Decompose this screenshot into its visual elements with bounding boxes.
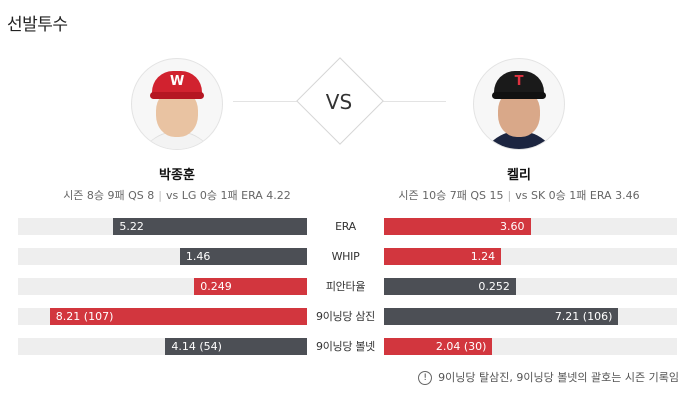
stats-divider: | [507, 189, 512, 202]
cap-brim-shape [492, 92, 546, 99]
vs-stats: vs SK 0승 1패 ERA 3.46 [515, 189, 640, 202]
left-value: 8.21 (107) [55, 310, 114, 323]
footnote-text: 9이닝당 탈삼진, 9이닝당 볼넷의 괄호는 시즌 기록임 [438, 371, 679, 384]
player-name-right[interactable]: 켈리 [507, 168, 531, 183]
footnote: ! 9이닝당 탈삼진, 9이닝당 볼넷의 괄호는 시즌 기록임 [418, 369, 679, 385]
right-bar: 2.04 (30) [384, 338, 493, 355]
right-bar: 0.252 [384, 278, 516, 295]
cap-logo-icon: W [170, 74, 185, 89]
player-name-left[interactable]: 박종훈 [159, 168, 195, 183]
comparison-row-whip: 1.46 WHIP 1.24 [18, 248, 677, 265]
stat-label: 9이닝당 볼넷 [316, 340, 375, 353]
comparison-row-era: 5.22 ERA 3.60 [18, 218, 677, 235]
left-bar: 5.22 [113, 218, 307, 235]
cap-brim-shape [150, 92, 204, 99]
vs-divider-left [233, 101, 299, 102]
left-bar-track: 8.21 (107) [18, 308, 307, 325]
left-value: 4.14 (54) [171, 340, 222, 353]
stat-label: 피안타율 [325, 280, 366, 293]
left-bar: 4.14 (54) [165, 338, 307, 355]
vs-divider-right [380, 101, 446, 102]
stats-divider: | [158, 189, 163, 202]
right-value: 7.21 (106) [554, 310, 613, 323]
left-bar-track: 1.46 [18, 248, 307, 265]
left-value: 5.22 [119, 220, 144, 233]
vs-label: VS [325, 90, 353, 114]
left-bar: 8.21 (107) [49, 308, 307, 325]
comparison-row-bb9: 4.14 (54) 9이닝당 볼넷 2.04 (30) [18, 338, 677, 355]
left-bar-track: 0.249 [18, 278, 307, 295]
right-bar-track: 1.24 [384, 248, 677, 265]
player-card-right[interactable]: T 켈리 시즌 10승 7패 QS 15 | vs SK 0승 1패 ERA 3.4… [389, 58, 649, 203]
stat-label: ERA [335, 220, 356, 233]
player-photo-left[interactable]: W [131, 58, 223, 150]
player-card-left[interactable]: W 박종훈 시즌 8승 9패 QS 8 | vs LG 0승 1패 ERA 4.22 [47, 58, 307, 203]
comparison-row-k9: 8.21 (107) 9이닝당 삼진 7.21 (106) [18, 308, 677, 325]
season-stats: 시즌 8승 9패 QS 8 [63, 189, 155, 202]
left-bar-track: 5.22 [18, 218, 307, 235]
right-value: 3.60 [500, 220, 525, 233]
right-bar: 1.24 [384, 248, 502, 265]
right-bar-track: 3.60 [384, 218, 677, 235]
season-stats: 시즌 10승 7패 QS 15 [398, 189, 504, 202]
cap-logo-icon: T [514, 74, 524, 89]
right-bar: 7.21 (106) [384, 308, 619, 325]
right-value: 0.252 [478, 280, 510, 293]
right-value: 1.24 [470, 250, 496, 263]
info-icon: ! [418, 371, 433, 385]
stat-label: 9이닝당 삼진 [316, 310, 375, 323]
section-title: 선발투수 [7, 15, 68, 35]
right-bar-track: 7.21 (106) [384, 308, 677, 325]
left-bar: 1.46 [179, 248, 307, 265]
right-bar-track: 0.252 [384, 278, 677, 295]
player-stats-left: 시즌 8승 9패 QS 8 | vs LG 0승 1패 ERA 4.22 [47, 187, 307, 203]
right-bar: 3.60 [384, 218, 531, 235]
jersey-shape [479, 131, 559, 149]
right-bar-track: 2.04 (30) [384, 338, 677, 355]
left-value: 0.249 [200, 280, 232, 293]
comparison-row-batting-avg-against: 0.249 피안타율 0.252 [18, 278, 677, 295]
stat-comparison: 5.22 ERA 3.60 1.46 WHIP 1.24 0.249 [18, 218, 677, 368]
player-photo-right[interactable]: T [473, 58, 565, 150]
left-bar: 0.249 [194, 278, 307, 295]
player-stats-right: 시즌 10승 7패 QS 15 | vs SK 0승 1패 ERA 3.46 [389, 187, 649, 203]
left-bar-track: 4.14 (54) [18, 338, 307, 355]
stat-label: WHIP [331, 250, 360, 263]
right-value: 2.04 (30) [435, 340, 487, 353]
vs-stats: vs LG 0승 1패 ERA 4.22 [166, 189, 291, 202]
left-value: 1.46 [185, 250, 211, 263]
